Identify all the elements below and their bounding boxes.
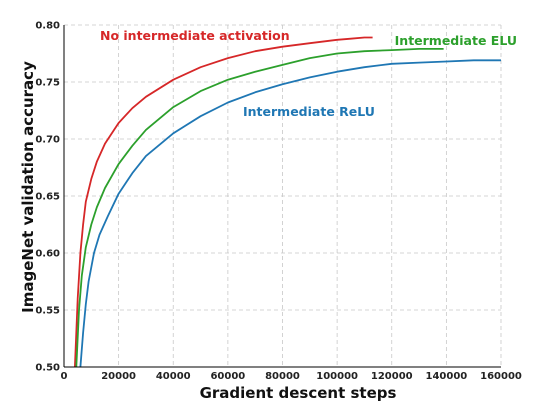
y-tick-labels: 0.50 0.55 0.60 0.65 0.70 0.75 0.80 <box>35 21 60 374</box>
y-tick-label: 0.55 <box>35 306 60 317</box>
series-line <box>74 36 373 368</box>
x-tick-labels: 0 20000 40000 60000 80000 100000 120000 140000 1… <box>61 371 522 382</box>
y-tick-label: 0.75 <box>35 78 60 89</box>
x-tick-label: 0 <box>61 371 68 382</box>
x-tick-label: 20000 <box>101 371 136 382</box>
series-line <box>75 48 444 368</box>
y-tick-label: 0.70 <box>35 135 60 146</box>
series-line <box>79 59 501 368</box>
y-tick-label: 0.80 <box>35 21 60 32</box>
axes <box>63 25 501 368</box>
x-axis-label: Gradient descent steps <box>200 384 397 402</box>
series-labels: No intermediate activation Intermediate E… <box>100 28 517 119</box>
y-tick-label: 0.50 <box>35 363 60 374</box>
series-lines <box>74 36 501 368</box>
x-tick-label: 160000 <box>480 371 522 382</box>
series-label: No intermediate activation <box>100 28 290 43</box>
y-tick-label: 0.60 <box>35 249 60 260</box>
x-tick-label: 60000 <box>210 371 245 382</box>
x-tick-label: 80000 <box>265 371 300 382</box>
x-tick-label: 140000 <box>426 371 468 382</box>
y-axis-label: ImageNet validation accuracy <box>19 61 37 313</box>
y-tick-label: 0.65 <box>35 192 60 203</box>
grid <box>64 24 502 367</box>
series-label: Intermediate ELU <box>395 33 517 48</box>
x-tick-label: 40000 <box>156 371 191 382</box>
x-tick-label: 120000 <box>371 371 413 382</box>
x-tick-label: 100000 <box>316 371 358 382</box>
series-label: Intermediate ReLU <box>243 104 375 119</box>
